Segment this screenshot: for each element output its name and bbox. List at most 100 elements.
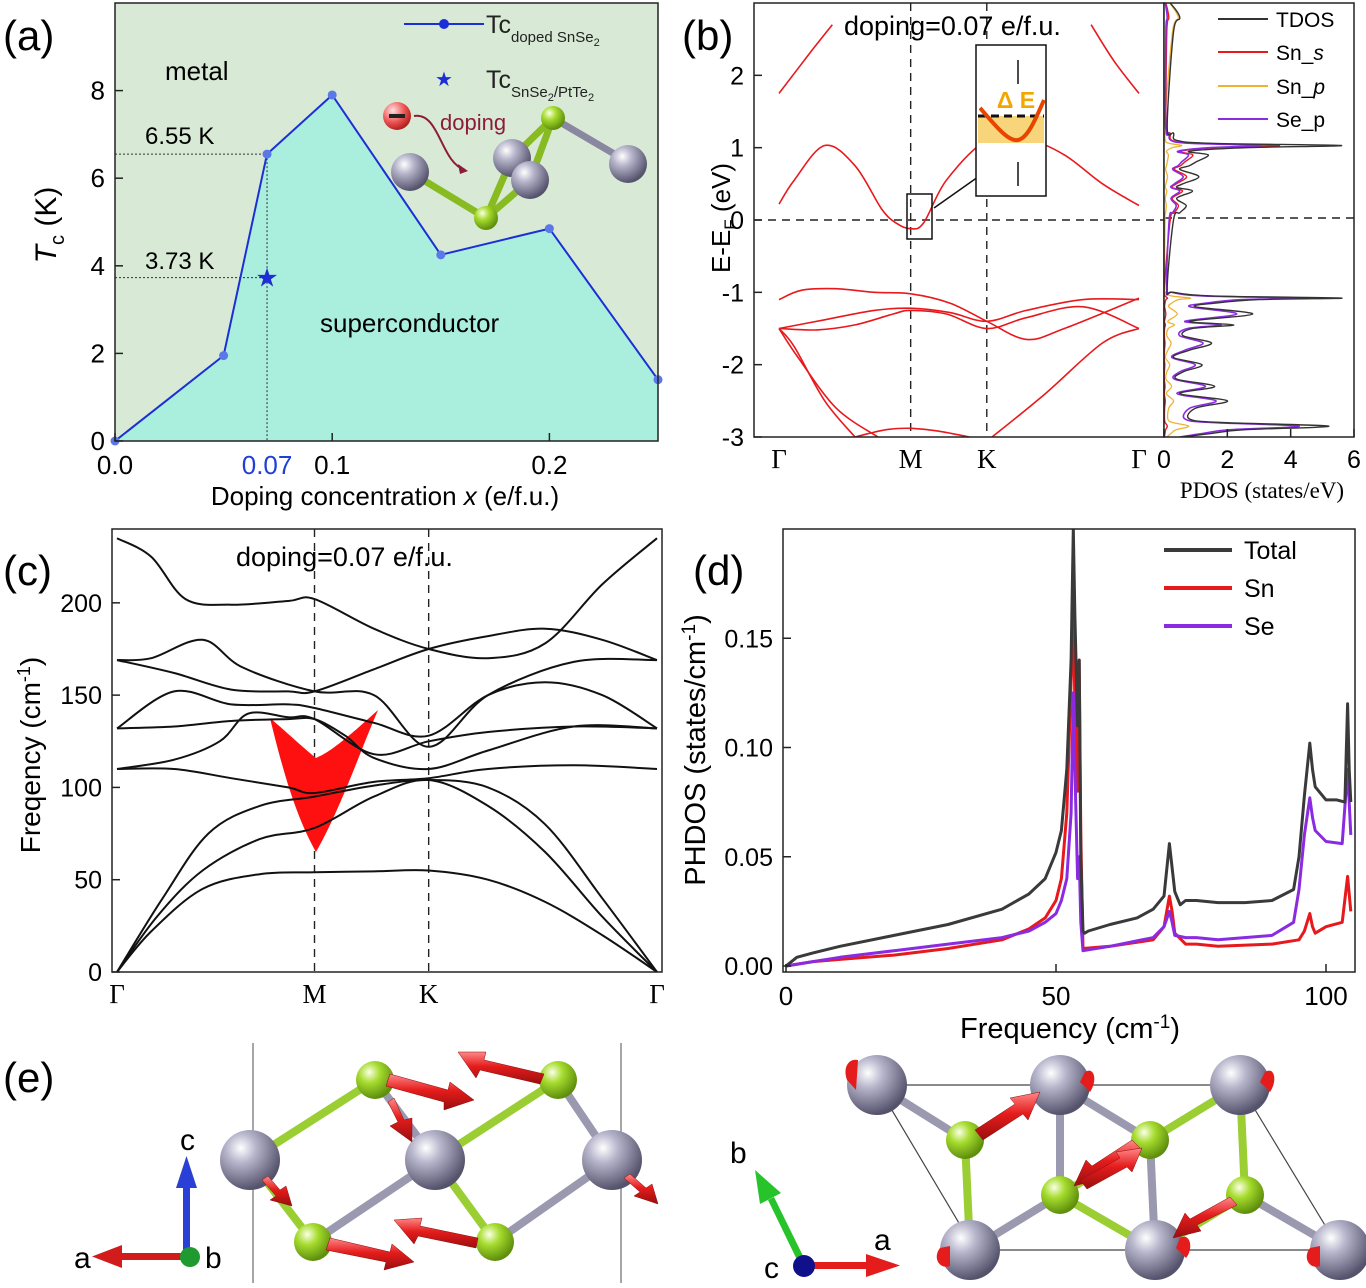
band	[778, 287, 1140, 341]
k-label: M	[302, 979, 326, 1009]
top-view-structure: b a c	[730, 1055, 1366, 1285]
svg-text:TcSnSe2/PtTe2: TcSnSe2/PtTe2	[486, 66, 594, 104]
k-label: Γ	[1131, 444, 1147, 474]
panel-d: (d) 0.00 0.05 0.10 0.15 0 50 100 Total Sn Se F…	[679, 528, 1356, 1045]
pdos-x-tick-label: 4	[1284, 446, 1298, 474]
band	[778, 328, 879, 437]
superconductor-region	[115, 95, 658, 441]
legend-sns-a: Sn_	[1276, 42, 1314, 65]
y-tick-label: 2	[730, 62, 744, 90]
inset-delta-e: Δ E	[997, 87, 1035, 113]
x-tick-label: 0.0	[97, 450, 133, 480]
y-tick-label: -2	[722, 352, 744, 380]
axis-ticks-pdos: 0 2 4 6	[1157, 429, 1361, 474]
legend-star-tc: Tc	[486, 66, 511, 94]
svg-text:Tcdoped SnSe2: Tcdoped SnSe2	[486, 11, 600, 49]
tc-marker	[544, 224, 554, 234]
legend-pdos: TDOS Sn_s Sn_p Se_p	[1218, 9, 1334, 132]
y-axis-label-a: Tc (K)	[30, 187, 69, 264]
pdos-x-tick-label: 0	[1157, 446, 1171, 474]
phonon-branch	[116, 764, 658, 795]
svg-text:Sn_p: Sn_p	[1276, 76, 1325, 99]
plot-frame-d	[782, 528, 1356, 973]
y-tick-label: 6	[91, 163, 105, 193]
panel-b-label: (b)	[682, 12, 733, 59]
k-label: K	[419, 979, 439, 1009]
side-view-structure: c a b	[74, 1043, 659, 1283]
phonon-branch	[116, 778, 658, 972]
y-tick-label: 150	[60, 682, 102, 710]
tc-marker	[262, 149, 272, 159]
axis-c-left: c	[180, 1124, 195, 1157]
pdos-sn-p	[1164, 3, 1192, 437]
legend-d: Total Sn Se	[1164, 537, 1297, 641]
label-doping: doping	[440, 110, 506, 135]
y-tick-label: 0.15	[724, 625, 773, 653]
legend-snp-a: Sn_	[1276, 76, 1314, 99]
legend-doped-sub2: 2	[594, 37, 600, 49]
axis-ticks-c: 0 50 100 150 200 Γ M K Γ	[60, 590, 665, 1009]
pdos-curves	[1164, 3, 1343, 437]
svg-text:Sn_s: Sn_s	[1276, 42, 1324, 65]
legend-star-sub3: /PtTe	[554, 84, 588, 101]
panel-e-label: (e)	[3, 1054, 54, 1101]
pdos-x-tick-label: 6	[1347, 446, 1361, 474]
title-c: doping=0.07 e/f.u.	[236, 542, 453, 572]
phonon-linewidth-shading	[270, 710, 378, 852]
y-tick-label: 1	[730, 135, 744, 163]
label-373K: 3.73 K	[145, 248, 214, 275]
legend-tdos: TDOS	[1276, 9, 1334, 32]
y-axis-label-c: Freqency (cm-1)	[14, 657, 46, 854]
legend-se: Se	[1244, 613, 1275, 641]
phdos-sn	[785, 614, 1353, 968]
panel-a: (a) ★ 0 2 4 6 8 0.0 0.1 0.2 0.07 metal supercond…	[3, 2, 663, 511]
phdos-total	[785, 529, 1353, 968]
band	[778, 305, 1140, 331]
band	[778, 135, 1140, 230]
legend-a: Tcdoped SnSe2 ★ TcSnSe2/PtTe2	[404, 11, 600, 104]
x-tick-label: 100	[1304, 981, 1347, 1011]
phonon-branch	[116, 681, 658, 738]
axis-a-right: a	[874, 1224, 891, 1257]
panel-b: (b) Δ E -3 -2 -1 0 1 2 Γ M K Γ doping=0.07 e/f.u.…	[682, 2, 1361, 503]
axes-left: c a b	[74, 1124, 222, 1275]
legend-total: Total	[1244, 537, 1297, 565]
y-tick-label: 0	[730, 207, 744, 235]
legend-doped-tc: Tc	[486, 11, 511, 39]
y-tick-label: 2	[91, 338, 105, 368]
label-superconductor: superconductor	[320, 308, 500, 338]
panel-a-label: (a)	[3, 12, 54, 59]
phonon-branch	[116, 627, 658, 695]
phdos-se	[785, 691, 1353, 968]
legend-snp-b: p	[1312, 76, 1325, 99]
y-tick-label: 4	[91, 251, 105, 281]
y-axis-label-d: PHDOS (states/cm-1)	[679, 614, 712, 886]
doping-illustration: doping	[383, 102, 647, 230]
y-tick-label: 0.05	[724, 844, 773, 872]
y-tick-label: -3	[722, 424, 744, 452]
k-label: Γ	[771, 444, 787, 474]
panel-d-label: (d)	[693, 547, 744, 594]
electronic-bands	[778, 24, 1140, 437]
guide-lines	[115, 153, 268, 441]
x-tick-label: 0.1	[314, 450, 350, 480]
y-tick-label: 0.00	[724, 953, 773, 981]
tc-heterostructure-star: ★	[255, 263, 278, 293]
label-655K: 6.55 K	[145, 123, 214, 150]
phdos-curves	[785, 529, 1353, 968]
doping-arrow	[413, 114, 466, 171]
k-label: Γ	[109, 979, 125, 1009]
y-axis-label-b: E-EF (eV)	[706, 163, 740, 273]
y-tick-label: 0.10	[724, 735, 773, 763]
axes-right: b a c	[730, 1137, 900, 1285]
k-label: K	[977, 444, 997, 474]
inset-zoom: Δ E	[975, 44, 1047, 197]
y-tick-label: 50	[74, 867, 102, 895]
phonon-branch	[116, 869, 658, 972]
svg-text:★: ★	[435, 69, 453, 91]
panel-c-label: (c)	[3, 547, 52, 594]
panel-e: (e)	[3, 1043, 1366, 1285]
fermi-box	[906, 193, 933, 240]
